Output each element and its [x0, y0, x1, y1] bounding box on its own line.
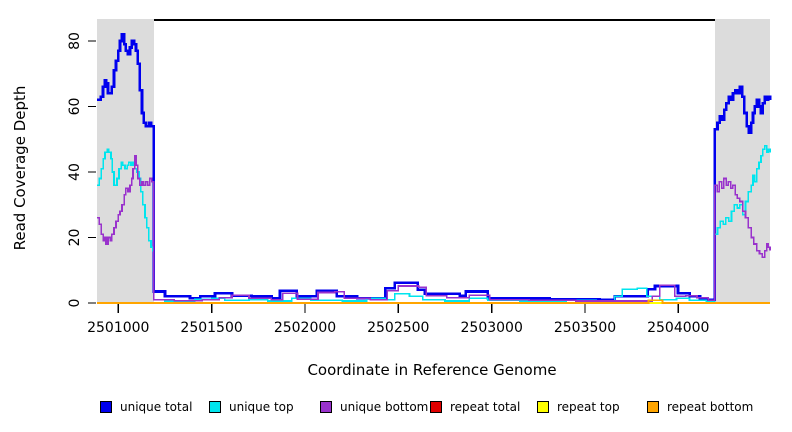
x-tick-label: 2502500 — [367, 320, 429, 336]
chart-layer: 2501000 2501500 2502000 2502500 2503000 25035… — [67, 19, 772, 336]
series-unique-total — [97, 33, 772, 301]
legend-item-repeat-total: repeat total — [430, 400, 520, 414]
y-axis-title: Read Coverage Depth — [11, 86, 29, 251]
legend-swatch-repeat-bottom — [647, 401, 659, 413]
y-tick-label: 40 — [67, 163, 83, 181]
legend-item-unique-total: unique total — [100, 400, 192, 414]
x-tick-label: 2501000 — [87, 320, 149, 336]
series-unique-top — [97, 145, 771, 303]
legend-item-unique-top: unique top — [209, 400, 294, 414]
x-tick-label: 2502000 — [274, 320, 336, 336]
y-tick-label: 80 — [67, 32, 83, 50]
x-tick-label: 2503000 — [461, 320, 523, 336]
legend-label: unique bottom — [340, 400, 429, 414]
legend-swatch-repeat-total — [430, 401, 442, 413]
legend-item-repeat-bottom: repeat bottom — [647, 400, 753, 414]
x-axis-title: Coordinate in Reference Genome — [307, 361, 556, 379]
series-repeat-bottom — [97, 299, 770, 304]
legend-item-repeat-top: repeat top — [537, 400, 620, 414]
legend: unique total unique top unique bottom repea… — [0, 398, 792, 422]
y-tick-label: 20 — [67, 229, 83, 247]
y-tick-label: 0 — [67, 299, 83, 308]
legend-swatch-repeat-top — [537, 401, 549, 413]
legend-swatch-unique-total — [100, 401, 112, 413]
legend-label: unique total — [120, 400, 193, 414]
x-tick-label: 2501500 — [180, 320, 242, 336]
x-tick-label: 2503500 — [554, 320, 616, 336]
legend-item-unique-bottom: unique bottom — [320, 400, 428, 414]
series-unique-bottom — [97, 154, 771, 302]
x-tick-label: 2504000 — [647, 320, 709, 336]
shaded-region-left — [97, 19, 154, 302]
legend-label: repeat top — [557, 400, 620, 414]
y-tick-label: 60 — [67, 98, 83, 116]
legend-label: repeat total — [450, 400, 521, 414]
legend-label: unique top — [229, 400, 294, 414]
legend-label: repeat bottom — [667, 400, 754, 414]
legend-swatch-unique-bottom — [320, 401, 332, 413]
legend-swatch-unique-top — [209, 401, 221, 413]
